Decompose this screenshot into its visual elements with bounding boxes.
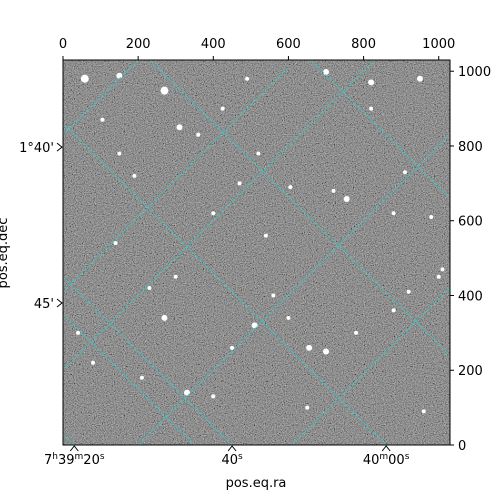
dec-tick-label: 45' [34, 297, 54, 312]
star-point [271, 293, 276, 298]
star-point [117, 151, 122, 156]
grid-line [310, 60, 450, 200]
star-point [305, 405, 310, 410]
star-point [80, 74, 89, 83]
star-point [286, 315, 291, 320]
star-point [416, 75, 423, 82]
star-point [113, 241, 118, 246]
ra-tick-mark [381, 445, 391, 452]
star-point [436, 274, 441, 279]
star-point [256, 151, 261, 156]
right-tick-label: 200 [458, 364, 483, 379]
right-tick-label: 1000 [458, 65, 491, 80]
dec-ticks: 1°40' 45' [19, 141, 63, 312]
star-point [196, 132, 201, 137]
right-tick-label: 600 [458, 215, 483, 230]
ra-tick-label: 40m00s [363, 452, 410, 468]
star-point [343, 196, 350, 203]
image-area [63, 60, 450, 445]
right-tick-label: 0 [458, 439, 466, 454]
top-tick-label: 600 [276, 37, 301, 52]
star-point [176, 124, 183, 131]
ra-ticks: 7h39m20s 40s 40m00s [44, 445, 410, 468]
right-pixel-ticks: 0 200 400 600 800 1000 [450, 65, 491, 454]
grid-line [63, 313, 196, 445]
x-axis-label: pos.eq.ra [226, 476, 287, 491]
star-point [263, 233, 268, 238]
star-point [391, 308, 396, 313]
right-tick-label: 800 [458, 140, 483, 155]
grid-line [148, 60, 450, 357]
ra-tick-mark [227, 445, 237, 452]
top-tick-label: 200 [126, 37, 151, 52]
star-point [220, 106, 225, 111]
dec-tick-mark [56, 298, 63, 308]
star-point [237, 181, 242, 186]
star-point [323, 68, 330, 75]
star-point [306, 344, 313, 351]
star-point [440, 267, 445, 272]
star-point [100, 117, 105, 122]
star-point [116, 72, 123, 79]
dec-tick-mark [56, 142, 63, 152]
top-tick-label: 0 [59, 37, 67, 52]
dec-tick-label: 1°40' [19, 141, 54, 156]
star-point [368, 79, 375, 86]
star-point [421, 409, 426, 414]
right-tick-label: 400 [458, 289, 483, 304]
top-tick-label: 400 [201, 37, 226, 52]
y-axis-label: pos.eq.dec [0, 218, 11, 289]
top-pixel-ticks: 0 200 400 600 800 1000 [59, 37, 455, 60]
ra-tick-mark [69, 445, 79, 452]
ra-tick-label: 40s [221, 452, 243, 468]
star-point [402, 170, 407, 175]
star-point [288, 185, 293, 190]
star-point [76, 330, 81, 335]
star-point [406, 289, 411, 294]
star-point [331, 188, 336, 193]
grid-line [291, 287, 450, 445]
star-point [369, 106, 374, 111]
top-tick-label: 800 [351, 37, 376, 52]
star-point [161, 314, 168, 321]
star-point [354, 330, 359, 335]
star-point [323, 348, 330, 355]
grid-line [137, 133, 450, 445]
star-point [132, 173, 137, 178]
star-point [211, 211, 216, 216]
axes-frame [62, 59, 451, 446]
grid-line [63, 276, 233, 445]
star-point [139, 375, 144, 380]
star-point [147, 286, 152, 291]
star-point [245, 76, 250, 81]
star-point [429, 214, 434, 219]
star-point [160, 86, 169, 95]
star-point [230, 345, 235, 350]
grid-line [63, 67, 289, 293]
ra-tick-label: 7h39m20s [44, 452, 105, 468]
star-point [211, 394, 216, 399]
star-point [91, 360, 96, 365]
coordinate-grid [63, 60, 450, 445]
top-tick-label: 1000 [422, 37, 455, 52]
star-point [391, 211, 396, 216]
star-point [173, 274, 178, 279]
